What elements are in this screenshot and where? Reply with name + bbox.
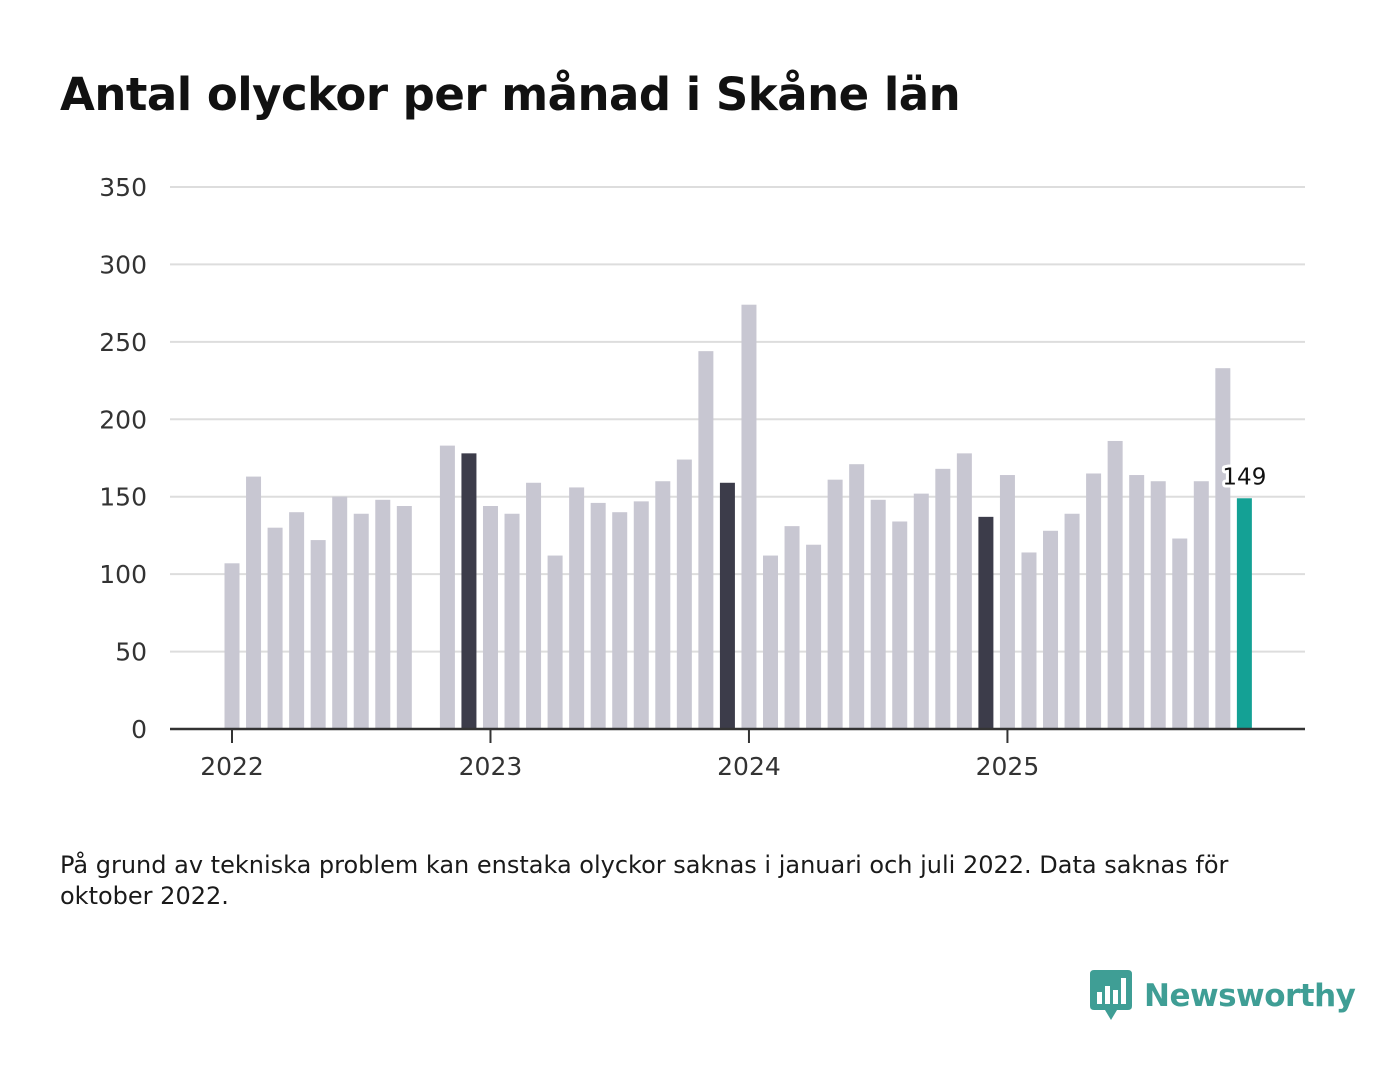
bar-2025-07[interactable] bbox=[1129, 475, 1145, 729]
y-axis-tick-labels: 0 50 100 150 200 250 300 350 bbox=[99, 173, 147, 744]
bar-2024-12[interactable] bbox=[978, 516, 994, 729]
bar-2022-12[interactable] bbox=[461, 453, 477, 729]
bar-2022-09[interactable] bbox=[396, 506, 412, 729]
bar-chart-speech-bubble-icon bbox=[1090, 970, 1132, 1020]
bars[interactable] bbox=[224, 304, 1252, 729]
bar-2025-10[interactable] bbox=[1193, 481, 1209, 729]
brand-name: Newsworthy bbox=[1144, 978, 1356, 1014]
bar-2024-04[interactable] bbox=[806, 544, 822, 729]
bar-2023-04[interactable] bbox=[547, 555, 563, 729]
bar-2025-03[interactable] bbox=[1043, 530, 1059, 729]
bar-2025-01[interactable] bbox=[999, 475, 1015, 729]
bar-2025-05[interactable] bbox=[1086, 473, 1102, 729]
bar-2023-08[interactable] bbox=[633, 501, 649, 729]
bar-2022-02[interactable] bbox=[246, 476, 262, 729]
bar-2023-07[interactable] bbox=[612, 512, 628, 729]
bar-2022-07[interactable] bbox=[353, 513, 369, 729]
bar-2025-06[interactable] bbox=[1107, 440, 1123, 729]
x-tick-label: 2024 bbox=[717, 752, 781, 781]
bar-chart: 0 50 100 150 200 250 300 350 2022 2023 2024 2025 1… bbox=[99, 173, 1305, 781]
y-tick-label: 150 bbox=[99, 483, 147, 512]
annotation-halo: 149 bbox=[1222, 464, 1266, 490]
y-tick-label: 250 bbox=[99, 328, 147, 357]
x-tick-label: 2025 bbox=[976, 752, 1040, 781]
bar-2023-12[interactable] bbox=[719, 482, 735, 729]
bar-2023-02[interactable] bbox=[504, 513, 520, 729]
bar-2022-04[interactable] bbox=[289, 512, 305, 729]
bar-2024-01[interactable] bbox=[741, 304, 757, 729]
bar-2025-02[interactable] bbox=[1021, 552, 1037, 729]
bar-2024-10[interactable] bbox=[935, 468, 951, 729]
page-title: Antal olyckor per månad i Skåne län bbox=[60, 68, 961, 121]
x-tick-label: 2023 bbox=[459, 752, 523, 781]
bar-2022-11[interactable] bbox=[439, 445, 455, 729]
y-tick-label: 350 bbox=[99, 173, 147, 202]
bar-2024-09[interactable] bbox=[913, 493, 929, 729]
y-tick-label: 100 bbox=[99, 560, 147, 589]
bar-2022-01[interactable] bbox=[224, 563, 240, 729]
y-tick-label: 50 bbox=[115, 638, 147, 667]
y-tick-label: 300 bbox=[99, 250, 147, 279]
bar-2025-12[interactable] bbox=[1236, 498, 1252, 729]
y-tick-label: 200 bbox=[99, 405, 147, 434]
bar-2023-01[interactable] bbox=[482, 506, 498, 729]
bar-2025-04[interactable] bbox=[1064, 513, 1080, 729]
bar-2022-05[interactable] bbox=[310, 540, 326, 729]
bar-2023-09[interactable] bbox=[655, 481, 671, 729]
bar-2025-11[interactable] bbox=[1215, 368, 1231, 729]
bar-2024-03[interactable] bbox=[784, 526, 800, 729]
footnote: På grund av tekniska problem kan enstaka… bbox=[60, 851, 1229, 910]
x-axis-ticks: 2022 2023 2024 2025 bbox=[200, 729, 1039, 781]
bar-2022-06[interactable] bbox=[332, 496, 348, 729]
bar-2024-06[interactable] bbox=[849, 464, 865, 729]
bar-2024-07[interactable] bbox=[870, 499, 886, 729]
bar-2023-05[interactable] bbox=[569, 487, 585, 729]
bar-2023-10[interactable] bbox=[676, 459, 692, 729]
bar-2022-08[interactable] bbox=[375, 499, 391, 729]
bar-2024-05[interactable] bbox=[827, 479, 843, 729]
bar-2025-08[interactable] bbox=[1150, 481, 1166, 729]
bar-2023-06[interactable] bbox=[590, 502, 606, 729]
annotation-label: 149 bbox=[1222, 464, 1266, 490]
y-tick-label: 0 bbox=[131, 715, 147, 744]
bar-2023-03[interactable] bbox=[526, 482, 542, 729]
brand-logo: Newsworthy bbox=[1090, 968, 1356, 1024]
x-tick-label: 2022 bbox=[200, 752, 264, 781]
bar-2024-08[interactable] bbox=[892, 521, 908, 729]
bar-2024-02[interactable] bbox=[763, 555, 778, 729]
bar-2022-03[interactable] bbox=[267, 527, 283, 729]
bar-2024-11[interactable] bbox=[956, 453, 972, 729]
bar-2025-09[interactable] bbox=[1172, 538, 1188, 729]
bar-2023-11[interactable] bbox=[698, 351, 714, 729]
